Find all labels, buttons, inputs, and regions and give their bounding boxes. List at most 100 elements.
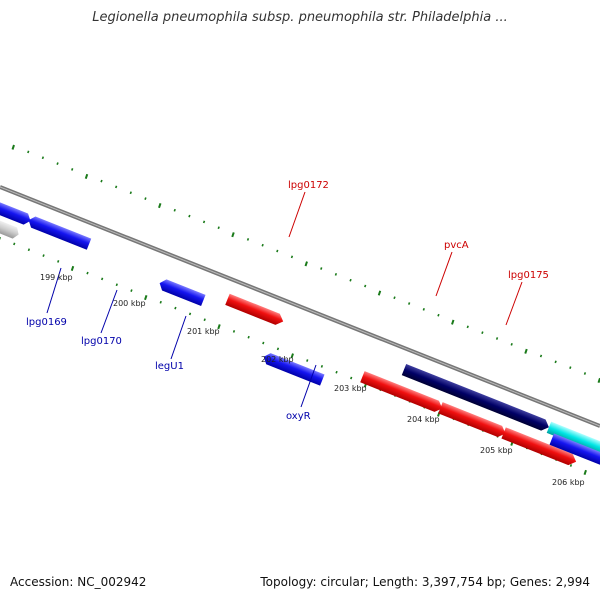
gene-arrow-dark[interactable]	[401, 363, 551, 433]
minor-tick	[188, 312, 192, 316]
major-tick	[304, 261, 308, 267]
kbp-label: 205 kbp	[480, 446, 513, 455]
gene-arrow-reverse[interactable]	[157, 278, 206, 307]
kbp-label: 200 kbp	[113, 299, 146, 308]
major-tick	[144, 294, 148, 301]
minor-tick	[393, 296, 396, 300]
outer-tick-row	[11, 144, 600, 384]
minor-tick	[364, 284, 367, 288]
major-tick	[158, 202, 162, 209]
gene-arrow-forward[interactable]	[360, 371, 444, 414]
minor-tick	[173, 208, 176, 212]
minor-tick	[100, 277, 104, 281]
gene-arrow-reverse[interactable]	[26, 215, 92, 250]
kbp-label: 204 kbp	[407, 415, 440, 424]
minor-tick	[130, 289, 133, 292]
minor-tick	[27, 248, 31, 252]
minor-tick	[42, 254, 45, 257]
minor-tick	[466, 325, 469, 329]
minor-tick	[290, 255, 294, 259]
major-tick	[70, 265, 75, 271]
major-tick	[217, 324, 221, 330]
minor-tick	[188, 214, 191, 218]
minor-tick	[114, 185, 118, 189]
minor-tick	[262, 341, 265, 345]
genome-summary-text: Topology: circular; Length: 3,397,754 bp…	[260, 575, 590, 589]
accession-text: Accession: NC_002942	[10, 575, 147, 589]
major-tick	[583, 469, 587, 476]
minor-tick	[217, 226, 220, 230]
major-tick	[84, 173, 89, 179]
major-tick	[524, 348, 528, 354]
minor-tick	[335, 370, 338, 374]
gene-arrow-forward[interactable]	[438, 402, 507, 439]
map-title: Legionella pneumophila subsp. pneumophil…	[92, 10, 508, 25]
gene-arrow-reverse[interactable]	[0, 192, 33, 226]
gene-label-lpg0172[interactable]: lpg0172	[288, 180, 329, 191]
minor-tick	[56, 162, 59, 165]
minor-tick	[495, 337, 499, 340]
kbp-label: 202 kbp	[261, 355, 294, 364]
kbp-label: 199 kbp	[40, 273, 73, 282]
minor-tick	[100, 179, 103, 183]
minor-tick	[569, 366, 572, 370]
minor-tick	[13, 242, 16, 246]
gene-label-legU1[interactable]: legU1	[155, 361, 184, 372]
major-tick	[290, 353, 294, 359]
minor-tick	[422, 307, 425, 311]
minor-tick	[583, 372, 587, 375]
minor-tick	[407, 302, 411, 305]
minor-tick	[27, 150, 30, 154]
minor-tick	[276, 249, 279, 253]
minor-tick	[203, 318, 206, 322]
minor-tick	[247, 335, 250, 339]
minor-tick	[41, 156, 45, 160]
minor-tick	[320, 365, 324, 368]
kbp-label: 203 kbp	[334, 384, 367, 393]
gene-arrow-reverse[interactable]	[262, 351, 325, 386]
gene-label-pvcA[interactable]: pvcA	[444, 240, 469, 251]
callout-lines	[46, 191, 523, 408]
gene-label-lpg0169[interactable]: lpg0169	[26, 317, 67, 328]
minor-tick	[232, 330, 236, 333]
minor-tick	[246, 238, 250, 241]
minor-tick	[334, 273, 338, 276]
minor-tick	[510, 342, 513, 346]
kbp-label: 201 kbp	[187, 327, 220, 336]
gene-arrow-cyan[interactable]	[546, 421, 600, 467]
gene-arrow-forward[interactable]	[501, 427, 578, 467]
minor-tick	[320, 267, 323, 270]
minor-tick	[144, 197, 147, 200]
major-tick	[451, 319, 455, 325]
gene-label-lpg0175[interactable]: lpg0175	[508, 270, 549, 281]
major-tick	[377, 290, 382, 296]
gene-arrow-forward[interactable]	[225, 293, 285, 327]
minor-tick	[569, 464, 573, 467]
minor-tick	[57, 260, 60, 263]
minor-tick	[202, 220, 206, 224]
gene-features[interactable]	[0, 171, 600, 504]
minor-tick	[276, 347, 280, 351]
major-tick	[11, 144, 15, 150]
kbp-label: 206 kbp	[552, 478, 585, 487]
minor-tick	[349, 278, 352, 282]
major-tick	[231, 232, 235, 238]
backbone	[0, 185, 600, 428]
minor-tick	[129, 191, 132, 195]
minor-tick	[261, 243, 264, 247]
minor-tick	[554, 360, 557, 364]
minor-tick	[71, 168, 74, 171]
minor-tick	[350, 376, 353, 380]
minor-tick	[159, 300, 162, 304]
gene-label-lpg0170[interactable]: lpg0170	[81, 336, 122, 347]
minor-tick	[539, 354, 543, 358]
minor-tick	[481, 331, 484, 335]
gene-label-oxyR[interactable]: oxyR	[286, 411, 311, 422]
gene-block-light	[0, 205, 19, 239]
minor-tick	[306, 359, 309, 362]
minor-tick	[115, 283, 118, 287]
minor-tick	[174, 306, 177, 310]
minor-tick	[437, 313, 440, 317]
gene-arrow-reverse[interactable]	[549, 433, 600, 477]
